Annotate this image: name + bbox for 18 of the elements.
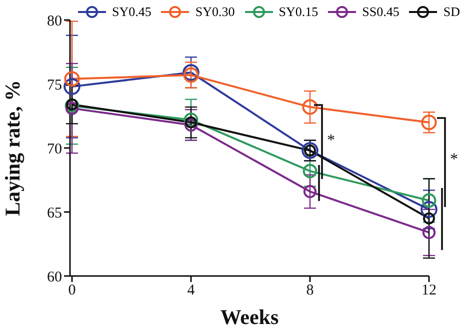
annotation: *	[327, 132, 335, 149]
legend-label: SY0.45	[112, 4, 152, 20]
y-tick-label: 70	[47, 141, 62, 158]
x-tick-label: 4	[187, 282, 196, 299]
legend-label: SS0.45	[362, 4, 400, 20]
legend-label: SD	[443, 4, 460, 20]
y-tick-label: 75	[47, 77, 62, 94]
x-tick-label: 12	[422, 282, 436, 299]
x-tick-label: 0	[68, 282, 76, 299]
legend-label: SY0.30	[195, 4, 235, 20]
text: *	[450, 151, 458, 168]
y-tick-label: 60	[47, 269, 62, 286]
y-tick-label: 65	[47, 205, 62, 222]
legend-label: SY0.15	[278, 4, 318, 20]
y-axis-title: Laying rate, %	[0, 80, 24, 216]
x-axis-title: Weeks	[220, 305, 279, 328]
x-tick-label: 8	[306, 282, 314, 299]
y-tick-label: 80	[47, 13, 62, 30]
